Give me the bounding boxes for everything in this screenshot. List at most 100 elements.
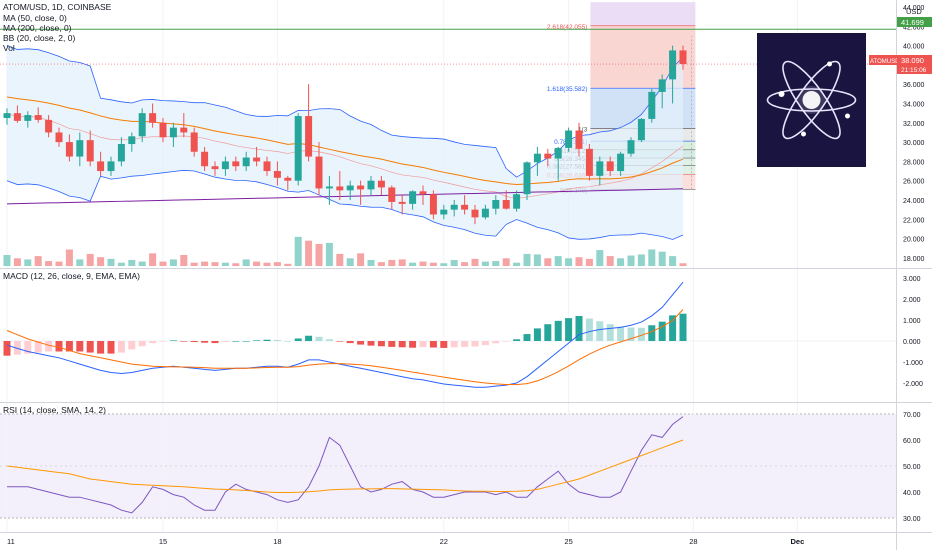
candle-body[interactable] [180, 127, 188, 133]
horizontal-levels[interactable] [0, 28, 896, 65]
candle-body[interactable] [565, 130, 573, 148]
candle-body[interactable] [45, 119, 53, 133]
candle-body[interactable] [637, 118, 645, 141]
legend-vol[interactable]: Vol [3, 43, 15, 53]
candle-body[interactable] [242, 157, 250, 167]
legend-ma50[interactable]: MA (50, close, 0) [3, 13, 67, 23]
price-tick-label: 28.000 [903, 159, 925, 166]
candlesticks[interactable] [3, 45, 687, 225]
macd-histogram-bar [315, 336, 323, 341]
candle-body[interactable] [627, 140, 635, 154]
macd-pane [0, 281, 896, 388]
candle-body[interactable] [305, 116, 313, 157]
candle-body[interactable] [34, 115, 42, 120]
svg-text:41.699: 41.699 [901, 18, 924, 27]
candle-body[interactable] [544, 153, 552, 159]
candle-body[interactable] [232, 161, 240, 167]
macd-histogram-bar [305, 335, 313, 341]
candle-body[interactable] [596, 161, 604, 176]
symbol-badge: ATOMUSD [869, 55, 900, 65]
volume-bar [325, 242, 333, 266]
candle-body[interactable] [117, 144, 125, 162]
candle-body[interactable] [367, 180, 375, 190]
candle-body[interactable] [461, 204, 469, 210]
candle-body[interactable] [3, 113, 11, 118]
candle-body[interactable] [13, 113, 21, 121]
candle-body[interactable] [440, 209, 448, 215]
candle-body[interactable] [554, 147, 562, 159]
candle-body[interactable] [617, 153, 625, 172]
legend-rsi[interactable]: RSI (14, close, SMA, 14, 2) [3, 405, 106, 415]
candle-body[interactable] [76, 140, 84, 157]
candle-body[interactable] [211, 166, 219, 170]
candle-body[interactable] [315, 156, 323, 189]
candle-body[interactable] [409, 191, 417, 204]
candle-body[interactable] [86, 140, 94, 162]
candle-body[interactable] [533, 153, 541, 163]
candle-body[interactable] [24, 115, 32, 121]
candle-body[interactable] [159, 122, 167, 138]
volume-bar [336, 253, 344, 266]
volume-bar [346, 258, 354, 266]
candle-body[interactable] [513, 194, 521, 209]
macd-histogram-bar [627, 327, 635, 341]
candle-body[interactable] [190, 132, 198, 152]
candle-body[interactable] [502, 200, 510, 209]
candle-body[interactable] [128, 136, 136, 145]
candle-body[interactable] [97, 161, 105, 172]
candle-body[interactable] [471, 209, 479, 218]
candle-body[interactable] [357, 185, 365, 190]
candle-body[interactable] [284, 177, 292, 181]
candle-body[interactable] [429, 194, 437, 215]
volume-bar [221, 262, 229, 266]
candle-body[interactable] [107, 161, 115, 172]
candle-body[interactable] [481, 208, 489, 218]
volume-bar [596, 250, 604, 266]
candle-body[interactable] [294, 116, 302, 181]
candle-body[interactable] [377, 180, 385, 188]
candle-body[interactable] [201, 151, 209, 167]
macd-histogram-bar [45, 341, 53, 352]
candle-body[interactable] [679, 50, 687, 65]
candle-body[interactable] [450, 204, 458, 210]
candle-body[interactable] [575, 130, 583, 149]
candle-body[interactable] [263, 161, 271, 172]
symbol-title[interactable]: ATOM/USD, 1D, COINBASE [3, 2, 112, 12]
candle-body[interactable] [606, 161, 614, 172]
candle-body[interactable] [669, 50, 677, 80]
candle-body[interactable] [346, 185, 354, 191]
macd-histogram-bar [190, 341, 198, 343]
macd-histogram-bar [502, 341, 510, 342]
volume-bar [201, 261, 209, 266]
candle-body[interactable] [169, 127, 177, 138]
time-axis[interactable]: 11 15 18 22 25 28 Dec [7, 537, 804, 546]
last-price-badge: 38.090 21:15:06 [897, 55, 932, 74]
candle-body[interactable] [253, 157, 261, 162]
candle-body[interactable] [336, 186, 344, 191]
bb-lower [6, 169, 684, 240]
legend-ma200[interactable]: MA (200, close, 0) [3, 23, 72, 33]
cosmos-logo [757, 33, 866, 167]
candle-body[interactable] [585, 148, 593, 176]
candle-body[interactable] [398, 201, 406, 204]
candle-body[interactable] [419, 191, 427, 195]
candle-body[interactable] [523, 162, 531, 195]
candle-body[interactable] [658, 79, 666, 92]
candle-body[interactable] [388, 187, 396, 202]
candle-body[interactable] [149, 113, 157, 123]
ma50-line [6, 96, 684, 186]
macd-histogram-bar [533, 328, 541, 341]
macd-histogram-bar [481, 341, 489, 346]
legend-macd[interactable]: MACD (12, 26, close, 9, EMA, EMA) [3, 271, 140, 281]
candle-body[interactable] [55, 132, 63, 143]
legend-bb[interactable]: BB (20, close, 2, 0) [3, 33, 75, 43]
candle-body[interactable] [138, 113, 146, 137]
candle-body[interactable] [648, 91, 656, 119]
macd-histogram-bar [544, 324, 552, 341]
candle-body[interactable] [325, 186, 333, 189]
candle-body[interactable] [273, 171, 281, 178]
candle-body[interactable] [221, 161, 229, 170]
candle-body[interactable] [492, 200, 500, 209]
candle-body[interactable] [65, 142, 73, 157]
